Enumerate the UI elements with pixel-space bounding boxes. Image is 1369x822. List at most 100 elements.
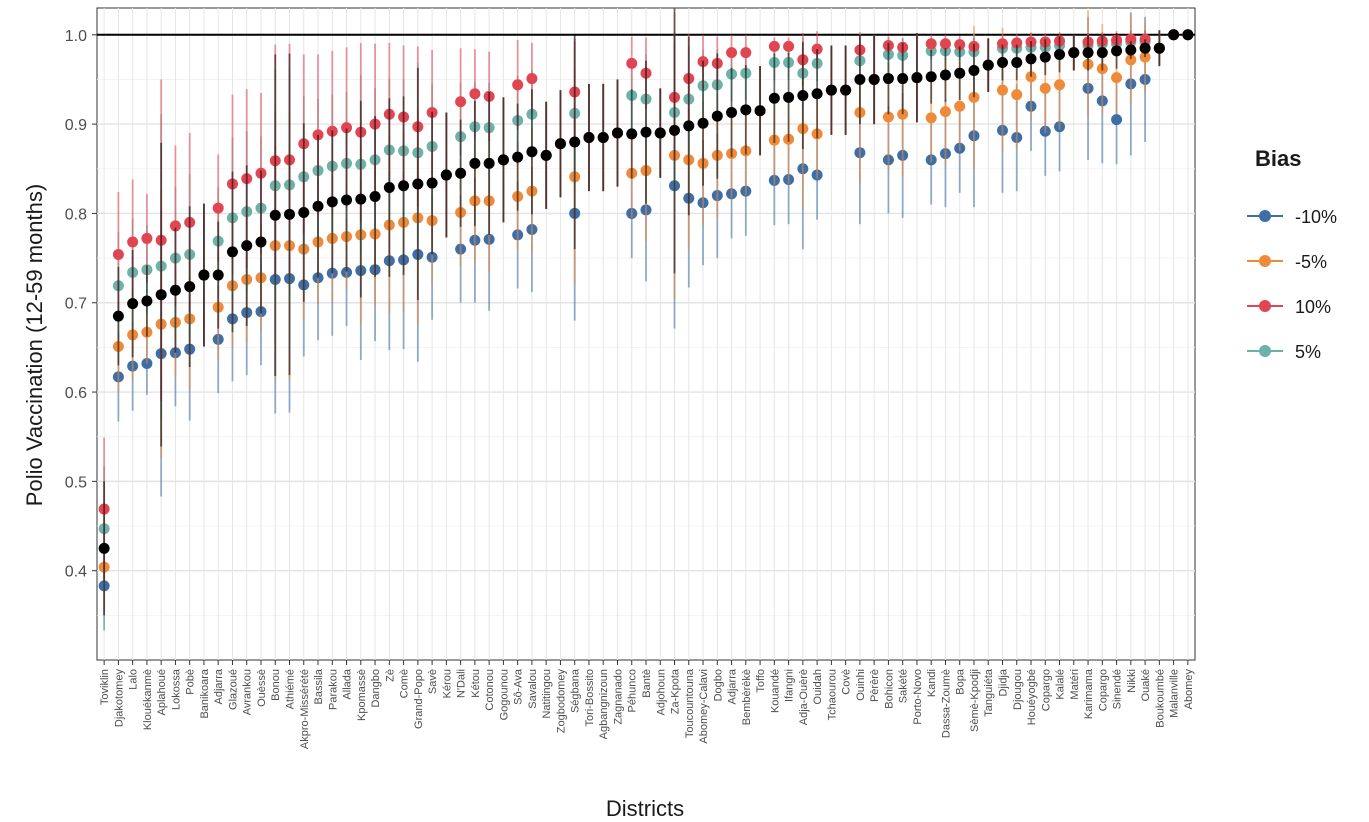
y-tick-label: 1.0 bbox=[65, 28, 87, 45]
data-point bbox=[768, 40, 780, 52]
data-point bbox=[954, 67, 966, 79]
data-point bbox=[982, 59, 994, 71]
data-point bbox=[1011, 89, 1023, 101]
data-point bbox=[141, 232, 153, 244]
data-point bbox=[939, 69, 951, 81]
x-tick-label: Comè bbox=[399, 669, 411, 698]
x-tick-label: Ouaké bbox=[1140, 669, 1152, 701]
x-tick-label: Adjarra bbox=[727, 668, 739, 704]
data-point bbox=[939, 38, 951, 50]
x-tick-label: Matéri bbox=[1069, 669, 1081, 700]
data-point bbox=[611, 127, 623, 139]
x-tick-label: Kouandé bbox=[769, 669, 781, 713]
x-tick-label: Avrankou bbox=[242, 669, 254, 715]
data-point bbox=[341, 194, 353, 206]
data-point bbox=[669, 124, 681, 136]
data-point bbox=[412, 178, 424, 190]
data-point bbox=[683, 120, 695, 132]
data-point bbox=[155, 289, 167, 301]
data-point bbox=[783, 91, 795, 103]
data-point bbox=[383, 182, 395, 194]
x-tick-label: Banikoara bbox=[199, 668, 211, 718]
x-tick-label: Athiémé bbox=[285, 669, 297, 709]
x-tick-label: Klouékanmè bbox=[142, 669, 154, 730]
x-tick-label: Kpomassè bbox=[356, 669, 368, 721]
data-point bbox=[1011, 56, 1023, 68]
data-point bbox=[284, 208, 296, 220]
data-point bbox=[897, 73, 909, 85]
x-tick-label: Toucountouna bbox=[684, 668, 696, 738]
data-point bbox=[1068, 47, 1080, 59]
data-point bbox=[355, 193, 367, 205]
data-point bbox=[968, 65, 980, 77]
data-point bbox=[184, 281, 196, 293]
data-point bbox=[1182, 29, 1194, 41]
data-point bbox=[369, 190, 381, 202]
data-point bbox=[469, 88, 481, 100]
x-tick-label: Kérou bbox=[441, 669, 453, 698]
data-point bbox=[1125, 44, 1137, 56]
data-point bbox=[626, 57, 638, 69]
data-point bbox=[1125, 33, 1137, 45]
x-tick-label: Aplahoué bbox=[156, 669, 168, 716]
x-tick-label: Ouidah bbox=[812, 669, 824, 704]
x-tick-label: Abomey-Calavi bbox=[698, 669, 710, 744]
x-tick-label: Djakotomey bbox=[113, 669, 125, 728]
data-point bbox=[1054, 48, 1066, 60]
data-point bbox=[1111, 45, 1123, 57]
x-tick-label: Toffo bbox=[755, 669, 767, 693]
data-point bbox=[269, 209, 281, 221]
data-point bbox=[1096, 47, 1108, 59]
data-point bbox=[711, 110, 723, 122]
x-tick-label: Kalalé bbox=[1055, 669, 1067, 700]
x-tick-label: Ségbana bbox=[570, 668, 582, 713]
y-tick-label: 0.4 bbox=[65, 564, 87, 581]
x-tick-label: Zogbodomey bbox=[555, 669, 567, 734]
x-tick-label: Copargo bbox=[1097, 669, 1109, 711]
x-tick-label: Bembèrèkè bbox=[741, 669, 753, 725]
data-point bbox=[1025, 53, 1037, 65]
data-point bbox=[654, 127, 666, 139]
data-point bbox=[811, 88, 823, 100]
x-tick-label: Malanville bbox=[1169, 669, 1181, 718]
data-point bbox=[141, 295, 153, 307]
x-tick-label: N'Dali bbox=[456, 669, 468, 698]
data-point bbox=[426, 177, 438, 189]
x-tick-label: Adjohoun bbox=[655, 669, 667, 716]
data-point bbox=[1054, 79, 1066, 91]
legend-label: -5% bbox=[1295, 252, 1327, 272]
x-tick-label: Parakou bbox=[327, 669, 339, 710]
data-point bbox=[797, 90, 809, 102]
x-tick-label: Kétou bbox=[470, 669, 482, 698]
data-marks bbox=[98, 8, 1194, 631]
x-tick-label: Dangbo bbox=[370, 669, 382, 708]
legend-key-point bbox=[1259, 255, 1271, 267]
data-point bbox=[169, 220, 181, 232]
x-tick-label: Glazoué bbox=[227, 669, 239, 710]
x-tick-label: Lalo bbox=[128, 669, 140, 690]
data-point bbox=[840, 84, 852, 96]
legend-label: 5% bbox=[1295, 342, 1321, 362]
data-point bbox=[740, 104, 752, 116]
data-point bbox=[583, 132, 595, 144]
x-tick-label: Ifangni bbox=[784, 669, 796, 702]
data-point bbox=[1039, 51, 1051, 63]
data-point bbox=[954, 100, 966, 112]
x-tick-label: Sô-Ava bbox=[513, 668, 525, 705]
y-tick-label: 0.9 bbox=[65, 117, 87, 134]
data-point bbox=[326, 196, 338, 208]
x-tick-label: Lokossa bbox=[170, 668, 182, 710]
legend-title: Bias bbox=[1255, 146, 1301, 171]
x-tick-label: Djougou bbox=[1012, 669, 1024, 710]
x-tick-label: Sakété bbox=[898, 669, 910, 703]
data-point bbox=[925, 38, 937, 50]
data-point bbox=[882, 111, 894, 123]
data-point bbox=[469, 157, 481, 169]
data-point bbox=[754, 105, 766, 117]
x-axis: Toviklin Djakotomey Lalo Klouékanmè Aplahoué… bbox=[99, 660, 1195, 749]
x-tick-label: Bassila bbox=[313, 668, 325, 704]
x-tick-label: Adja-Ouèrè bbox=[798, 669, 810, 725]
y-tick-label: 0.6 bbox=[65, 385, 87, 402]
x-tick-label: Boukoumbé bbox=[1154, 669, 1166, 728]
